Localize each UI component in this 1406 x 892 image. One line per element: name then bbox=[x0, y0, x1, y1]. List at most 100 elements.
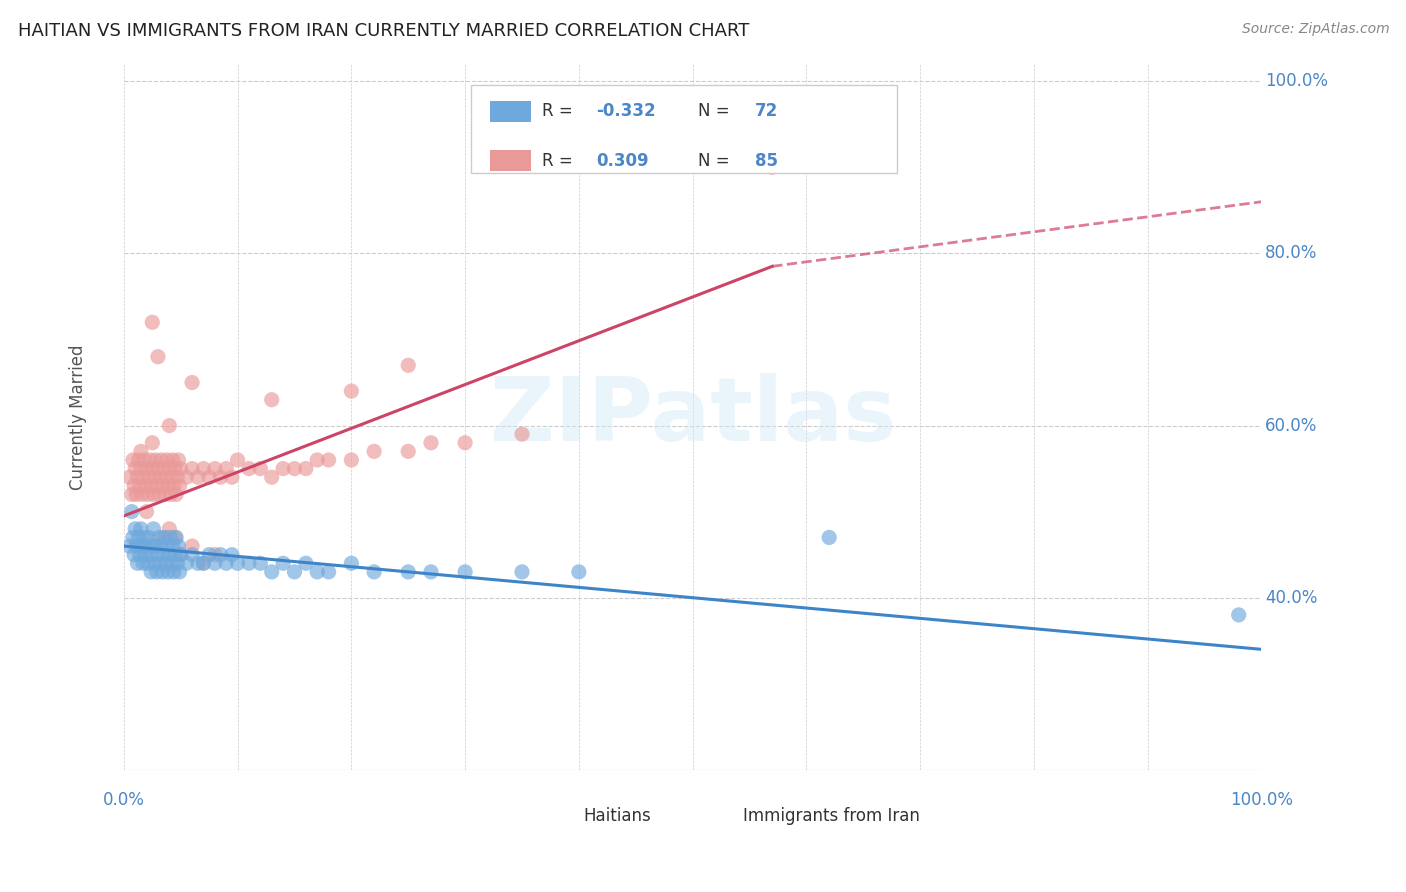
Point bbox=[146, 479, 169, 493]
Point bbox=[204, 556, 226, 570]
Point bbox=[396, 565, 419, 579]
Point bbox=[249, 461, 271, 475]
Point bbox=[132, 556, 155, 570]
Point bbox=[215, 556, 238, 570]
Point bbox=[568, 565, 591, 579]
Point bbox=[131, 487, 153, 501]
Point bbox=[318, 453, 340, 467]
Point bbox=[146, 548, 169, 562]
Point bbox=[125, 487, 148, 501]
Point bbox=[150, 453, 173, 467]
Point bbox=[260, 565, 283, 579]
Text: Haitians: Haitians bbox=[583, 806, 651, 825]
Point bbox=[145, 539, 167, 553]
Point bbox=[128, 531, 150, 545]
Point bbox=[135, 461, 157, 475]
Point bbox=[318, 565, 340, 579]
Point bbox=[143, 470, 166, 484]
Text: 72: 72 bbox=[755, 103, 779, 120]
Point bbox=[136, 487, 159, 501]
Point bbox=[170, 548, 193, 562]
Point bbox=[198, 470, 221, 484]
Point bbox=[181, 548, 204, 562]
Point bbox=[134, 479, 156, 493]
Point bbox=[129, 461, 152, 475]
Point bbox=[209, 470, 232, 484]
Point bbox=[134, 548, 156, 562]
Point bbox=[134, 531, 156, 545]
Point bbox=[152, 548, 174, 562]
Point bbox=[420, 565, 443, 579]
Text: N =: N = bbox=[699, 103, 735, 120]
Point bbox=[363, 565, 385, 579]
Point bbox=[170, 461, 193, 475]
Point bbox=[131, 539, 153, 553]
Point bbox=[157, 418, 180, 433]
Point bbox=[454, 435, 477, 450]
Point bbox=[260, 470, 283, 484]
Point bbox=[141, 539, 163, 553]
Point bbox=[193, 461, 215, 475]
Point bbox=[340, 453, 363, 467]
Point bbox=[149, 556, 172, 570]
Point bbox=[139, 565, 162, 579]
Point bbox=[145, 453, 167, 467]
Text: 40.0%: 40.0% bbox=[1265, 589, 1317, 607]
Point bbox=[454, 565, 477, 579]
Point bbox=[135, 539, 157, 553]
Point bbox=[226, 556, 249, 570]
Point bbox=[181, 461, 204, 475]
Point bbox=[307, 453, 329, 467]
Point bbox=[141, 461, 163, 475]
Point bbox=[134, 453, 156, 467]
Point bbox=[295, 461, 318, 475]
Point bbox=[163, 548, 186, 562]
Point bbox=[221, 470, 243, 484]
Point bbox=[124, 522, 146, 536]
Point bbox=[157, 548, 180, 562]
Point bbox=[271, 461, 294, 475]
Point bbox=[226, 453, 249, 467]
Point bbox=[152, 479, 174, 493]
Point bbox=[283, 461, 305, 475]
Point bbox=[260, 392, 283, 407]
Text: R =: R = bbox=[543, 103, 578, 120]
Point bbox=[818, 531, 841, 545]
Point bbox=[143, 556, 166, 570]
Point bbox=[127, 556, 149, 570]
Point bbox=[132, 470, 155, 484]
Point bbox=[142, 487, 165, 501]
Point bbox=[155, 556, 177, 570]
Point bbox=[340, 384, 363, 398]
Text: HAITIAN VS IMMIGRANTS FROM IRAN CURRENTLY MARRIED CORRELATION CHART: HAITIAN VS IMMIGRANTS FROM IRAN CURRENTL… bbox=[18, 22, 749, 40]
Point bbox=[209, 548, 232, 562]
Point bbox=[1227, 607, 1250, 622]
Point bbox=[167, 539, 190, 553]
Text: Immigrants from Iran: Immigrants from Iran bbox=[742, 806, 920, 825]
Point bbox=[152, 565, 174, 579]
Point bbox=[127, 470, 149, 484]
Text: 85: 85 bbox=[755, 152, 778, 169]
Point bbox=[129, 522, 152, 536]
Point bbox=[139, 548, 162, 562]
Point bbox=[181, 539, 204, 553]
Point bbox=[163, 479, 186, 493]
Text: 100.0%: 100.0% bbox=[1265, 72, 1327, 90]
Text: 100.0%: 100.0% bbox=[1230, 791, 1294, 809]
Point bbox=[283, 565, 305, 579]
Point bbox=[163, 531, 186, 545]
Point bbox=[176, 556, 198, 570]
Point bbox=[129, 444, 152, 458]
Point bbox=[150, 539, 173, 553]
Bar bbox=[544, 808, 569, 823]
Point bbox=[142, 522, 165, 536]
Point bbox=[122, 548, 145, 562]
Point bbox=[761, 161, 783, 175]
Point bbox=[146, 350, 169, 364]
Point bbox=[139, 453, 162, 467]
Point bbox=[396, 359, 419, 373]
Point bbox=[122, 453, 145, 467]
Point bbox=[221, 548, 243, 562]
Point bbox=[138, 470, 160, 484]
Point bbox=[162, 539, 184, 553]
